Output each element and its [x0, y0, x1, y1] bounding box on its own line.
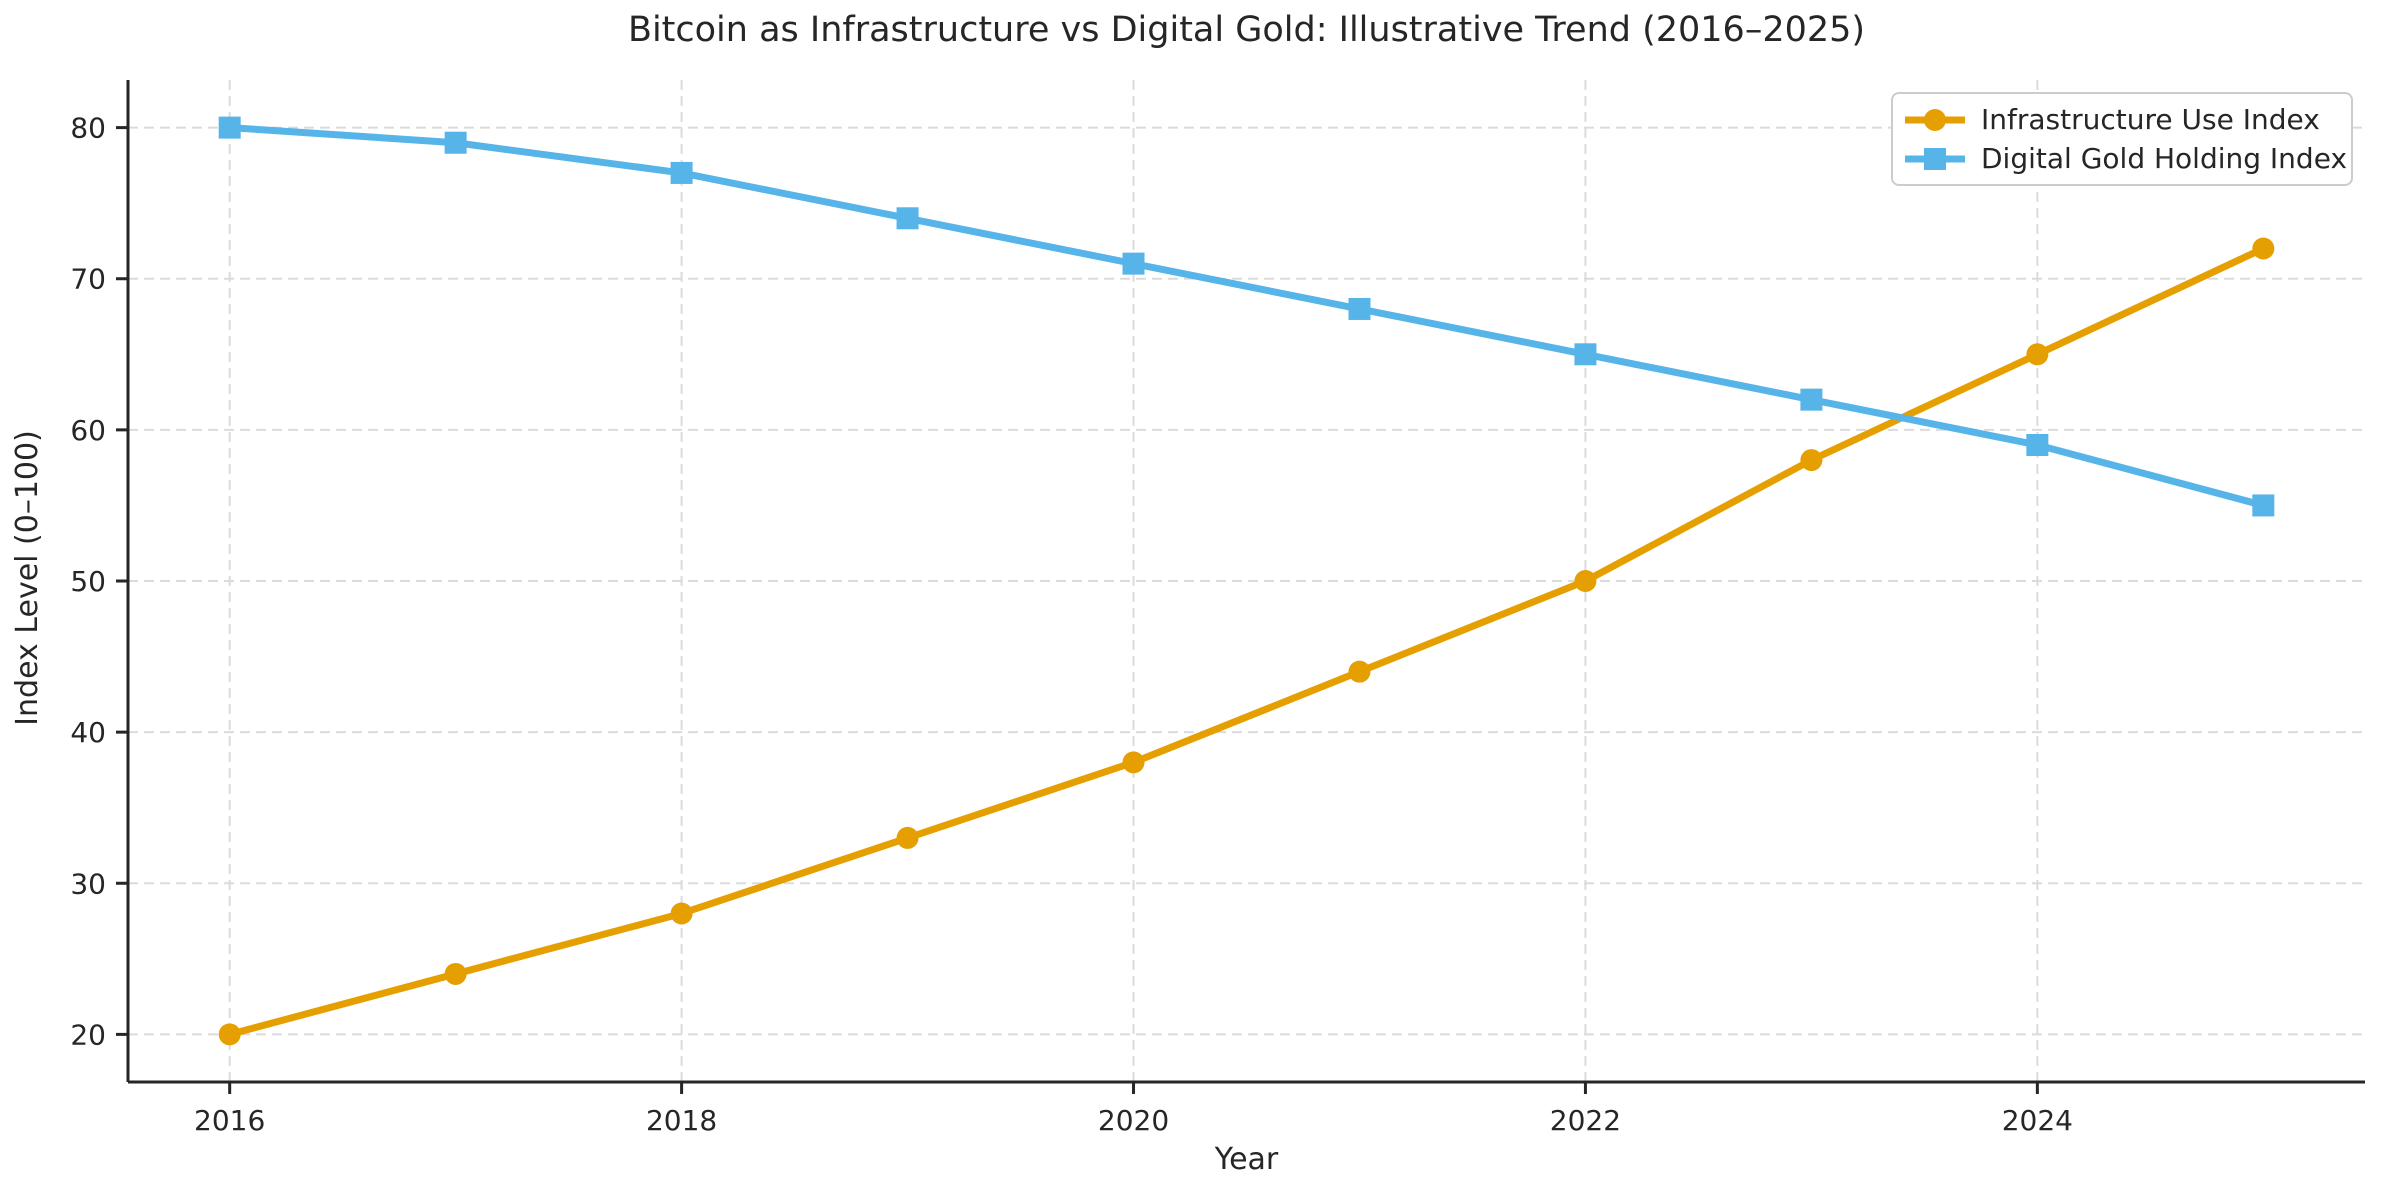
y-tick-label: 70 [70, 263, 106, 296]
line-square-marker-icon [1905, 147, 1965, 170]
data-point-square [670, 161, 693, 184]
data-point-square [1348, 297, 1371, 320]
data-point-square [1800, 388, 1823, 411]
data-point-circle [2252, 237, 2275, 260]
y-tick-label: 60 [70, 414, 106, 447]
data-point-square [1122, 252, 1145, 275]
y-tick-label: 40 [70, 716, 106, 749]
x-axis-label: Year [1214, 1142, 1279, 1177]
legend-label-infrastructure: Infrastructure Use Index [1981, 103, 2320, 136]
legend-item-digital-gold: Digital Gold Holding Index [1905, 139, 2347, 178]
data-point-circle [218, 1023, 241, 1046]
data-point-circle [670, 902, 693, 925]
line-circle-marker-icon [1905, 108, 1965, 131]
data-point-square [896, 207, 919, 230]
x-tick-label: 2018 [646, 1104, 717, 1137]
x-tick-label: 2024 [2002, 1104, 2073, 1137]
data-point-circle [1574, 570, 1597, 592]
x-tick-label: 2016 [194, 1104, 265, 1137]
y-tick-label: 30 [70, 867, 106, 900]
chart-title: Bitcoin as Infrastructure vs Digital Gol… [627, 10, 1866, 50]
y-tick-label: 80 [70, 112, 106, 145]
x-tick-label: 2022 [1550, 1104, 1621, 1137]
legend-label-digital-gold: Digital Gold Holding Index [1981, 142, 2348, 175]
series-line-infrastructure [226, 245, 2267, 1038]
data-point-circle [444, 962, 467, 985]
y-axis-label: Index Level (0–100) [10, 430, 45, 726]
y-tick-label: 50 [70, 565, 106, 598]
data-point-circle [1122, 751, 1145, 774]
data-point-circle [1348, 660, 1371, 683]
legend: Infrastructure Use Index Digital Gold Ho… [1891, 92, 2353, 186]
data-point-circle [2026, 343, 2049, 366]
data-point-circle [896, 826, 919, 849]
data-point-square [2026, 433, 2049, 456]
data-point-square [444, 131, 467, 154]
data-point-square [1574, 343, 1597, 366]
legend-item-infrastructure: Infrastructure Use Index [1905, 100, 2339, 139]
data-point-circle [1800, 449, 1823, 472]
y-tick-label: 20 [70, 1018, 106, 1051]
data-point-square [2252, 494, 2275, 517]
x-tick-label: 2020 [1098, 1104, 1169, 1137]
data-point-square [218, 116, 241, 139]
series-line-digital-gold [226, 124, 2267, 509]
